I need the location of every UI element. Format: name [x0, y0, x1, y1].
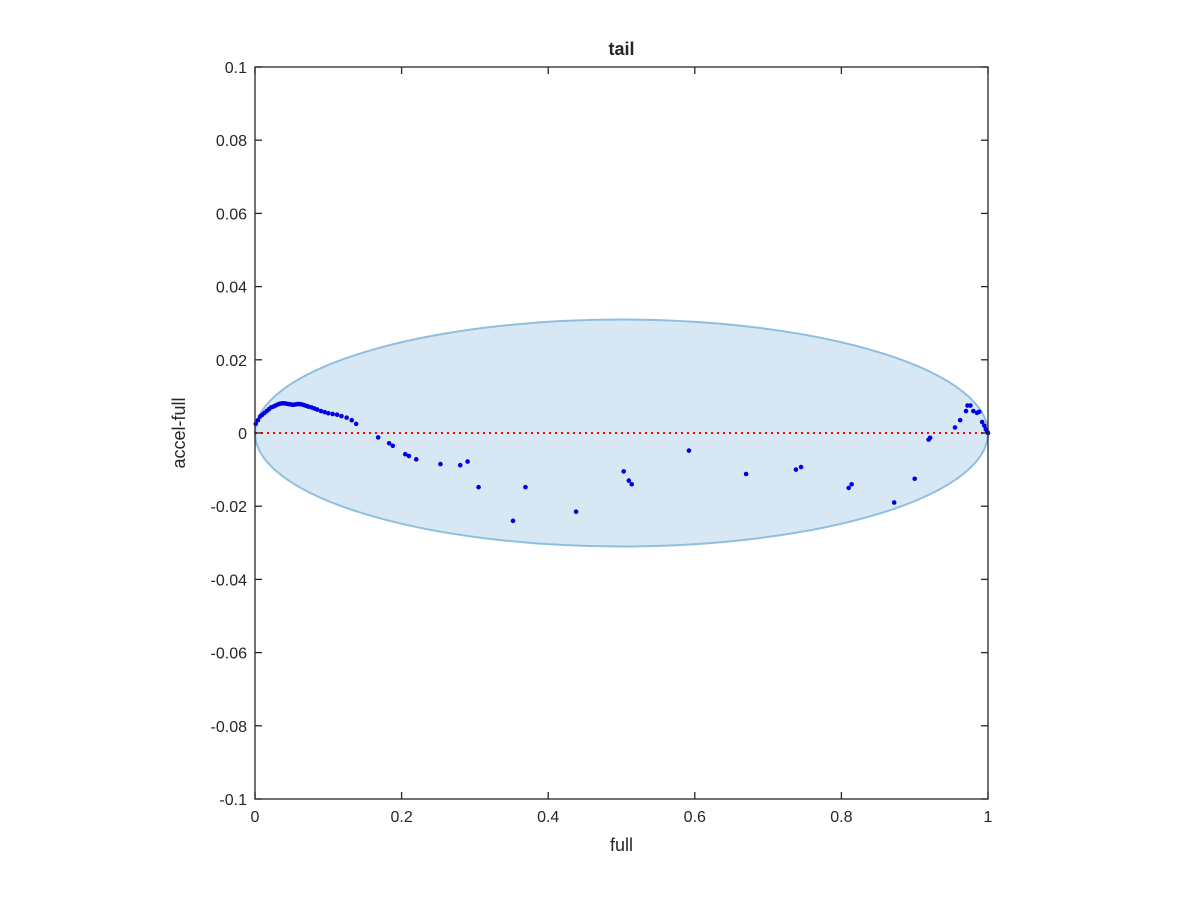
y-tick-label: 0: [238, 426, 247, 443]
data-point: [849, 481, 854, 487]
data-point: [952, 425, 958, 430]
data-point: [510, 518, 516, 524]
x-axis-label: full: [610, 835, 633, 855]
data-point: [386, 440, 392, 446]
data-point: [375, 435, 381, 440]
data-point: [326, 410, 331, 416]
x-tick-label: 0.2: [390, 809, 412, 826]
data-point: [457, 462, 463, 468]
data-point: [971, 408, 976, 414]
data-point: [891, 500, 897, 505]
y-tick-label: 0.06: [216, 206, 247, 223]
data-point: [743, 471, 749, 477]
data-point: [255, 417, 261, 423]
data-point: [626, 478, 632, 483]
data-point: [318, 408, 324, 414]
y-tick-label: 0.02: [216, 353, 247, 370]
y-axis-label: accel-full: [169, 397, 189, 468]
y-tick-label: -0.04: [211, 572, 248, 589]
y-tick-label: -0.06: [211, 646, 248, 663]
chart-title: tail: [608, 39, 634, 59]
data-point: [963, 408, 969, 414]
data-point: [686, 448, 692, 453]
x-tick-label: 0.6: [684, 809, 706, 826]
data-point: [315, 407, 320, 412]
ticks-layer: [254, 66, 989, 800]
x-tick-label: 0: [251, 809, 260, 826]
data-point: [330, 411, 335, 417]
data-point: [349, 417, 355, 423]
data-point: [322, 409, 327, 415]
x-tick-label: 1: [984, 809, 993, 826]
x-tick-label: 0.4: [537, 809, 559, 826]
x-tick-label: 0.8: [830, 809, 852, 826]
y-tick-label: 0.04: [216, 280, 247, 297]
y-tick-label: 0.1: [225, 60, 247, 77]
data-point: [968, 403, 973, 408]
data-point: [573, 509, 579, 514]
y-tick-label: 0.08: [216, 133, 247, 150]
data-point: [982, 423, 987, 428]
y-tick-label: -0.08: [211, 719, 248, 736]
y-tick-label: -0.02: [211, 499, 248, 516]
data-point: [402, 451, 408, 457]
data-point: [406, 453, 412, 459]
data-point: [339, 413, 344, 419]
data-point: [976, 409, 982, 415]
data-point: [629, 481, 635, 487]
data-point: [957, 417, 963, 423]
data-point: [621, 469, 626, 474]
data-point: [798, 464, 804, 470]
data-point: [465, 459, 470, 464]
data-point: [413, 457, 419, 462]
data-point: [353, 421, 359, 427]
data-point: [912, 476, 917, 482]
data-point: [476, 484, 481, 490]
data-point: [344, 415, 349, 420]
data-point: [438, 461, 443, 467]
y-tick-label: -0.1: [219, 792, 247, 809]
data-point: [334, 412, 340, 418]
data-point: [523, 484, 528, 490]
data-point: [927, 435, 933, 441]
data-point: [793, 467, 799, 472]
data-point: [846, 485, 852, 491]
data-point: [390, 443, 396, 449]
tick-labels-layer: 0 0.2 0.4 0.6 0.8 1 -0.1 -0.08 -0.06 -0.04 -0.02 0 0…: [211, 60, 993, 826]
data-point: [979, 419, 985, 425]
scatter-points-layer: [253, 401, 991, 524]
